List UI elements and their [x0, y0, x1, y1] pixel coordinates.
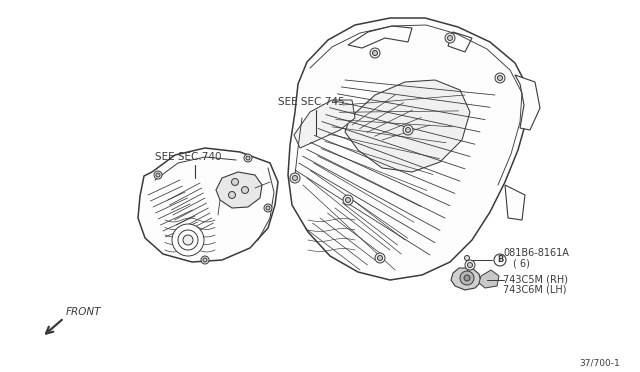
Text: SEE SEC.740: SEE SEC.740 — [155, 152, 221, 162]
Polygon shape — [345, 80, 470, 172]
Circle shape — [403, 125, 413, 135]
Circle shape — [460, 271, 474, 285]
Polygon shape — [138, 148, 278, 262]
Circle shape — [228, 192, 236, 199]
Polygon shape — [515, 75, 540, 130]
Circle shape — [292, 176, 298, 180]
Text: FRONT: FRONT — [66, 307, 102, 317]
Circle shape — [183, 235, 193, 245]
Polygon shape — [216, 172, 262, 208]
Polygon shape — [348, 26, 412, 48]
Text: ( 6): ( 6) — [513, 258, 530, 268]
Circle shape — [465, 256, 470, 260]
Circle shape — [378, 256, 383, 260]
Circle shape — [447, 35, 452, 41]
Circle shape — [464, 275, 470, 281]
Text: 081B6-8161A: 081B6-8161A — [503, 248, 569, 258]
Text: SEE SEC.745: SEE SEC.745 — [278, 97, 344, 107]
Circle shape — [246, 156, 250, 160]
Polygon shape — [505, 185, 525, 220]
Circle shape — [154, 171, 162, 179]
Circle shape — [375, 253, 385, 263]
Circle shape — [406, 128, 410, 132]
Polygon shape — [288, 18, 528, 280]
Circle shape — [467, 263, 472, 267]
Circle shape — [497, 76, 502, 80]
Circle shape — [266, 206, 270, 210]
Circle shape — [172, 224, 204, 256]
Text: 37/700-1: 37/700-1 — [579, 358, 620, 367]
Circle shape — [346, 198, 351, 202]
Circle shape — [445, 33, 455, 43]
Circle shape — [232, 179, 239, 186]
Polygon shape — [479, 270, 499, 288]
Text: B: B — [497, 256, 503, 264]
Text: 743C5M (RH): 743C5M (RH) — [503, 275, 568, 285]
Circle shape — [494, 254, 506, 266]
Circle shape — [201, 256, 209, 264]
Circle shape — [244, 154, 252, 162]
Circle shape — [203, 258, 207, 262]
Circle shape — [290, 173, 300, 183]
Circle shape — [241, 186, 248, 193]
Polygon shape — [294, 100, 355, 148]
Circle shape — [370, 48, 380, 58]
Circle shape — [343, 195, 353, 205]
Circle shape — [495, 73, 505, 83]
Circle shape — [156, 173, 160, 177]
Circle shape — [372, 51, 378, 55]
Polygon shape — [451, 268, 481, 290]
Circle shape — [465, 260, 475, 270]
Text: 743C6M (LH): 743C6M (LH) — [503, 285, 566, 295]
Circle shape — [264, 204, 272, 212]
Circle shape — [178, 230, 198, 250]
Polygon shape — [448, 32, 472, 52]
